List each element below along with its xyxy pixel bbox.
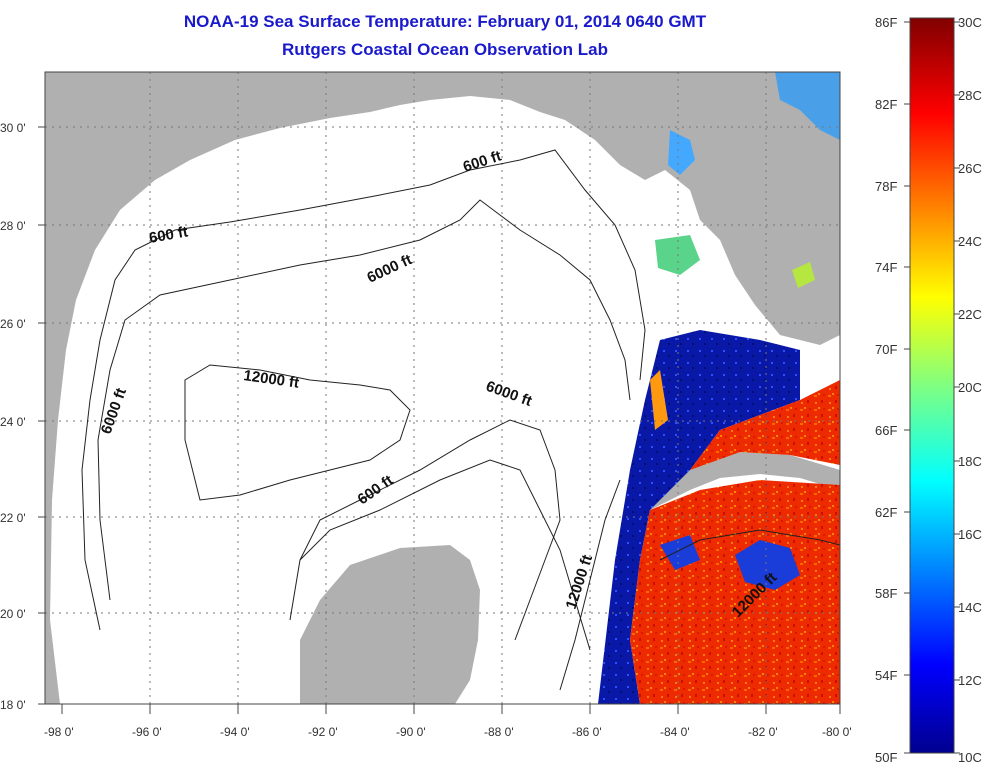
lat-label: 20 0' [0, 607, 26, 621]
colorbar-c-label: 10C [958, 750, 982, 765]
swath-cold-region [598, 330, 800, 704]
axis-ticks [38, 126, 841, 714]
lon-label: -82 0' [748, 725, 778, 739]
swath-blue-patch [735, 540, 800, 590]
swath-east-coast [775, 72, 840, 140]
map-subtitle: Rutgers Coastal Ocean Observation Lab [282, 40, 608, 59]
colorbar-f-label: 78F [875, 179, 897, 194]
swath-cyan-patch [668, 130, 695, 175]
colorbar-c-label: 22C [958, 307, 982, 322]
contour-label: 600 ft [148, 223, 190, 247]
swath-warm-region [630, 480, 840, 704]
swath-orange-strip [650, 370, 668, 430]
lon-label: -92 0' [308, 725, 338, 739]
colorbar-f-label: 66F [875, 423, 897, 438]
lat-label: 28 0' [0, 219, 26, 233]
lon-label: -90 0' [396, 725, 426, 739]
swath-yellow-patch [792, 262, 815, 288]
map-plot-area: 600 ft 600 ft 6000 ft 12000 ft 6000 ft 6… [45, 72, 840, 704]
colorbar-c-label: 14C [958, 600, 982, 615]
colorbar-f-label: 82F [875, 97, 897, 112]
lon-label: -80 0' [822, 725, 852, 739]
contour-cuba-east [659, 529, 840, 561]
lat-label: 22 0' [0, 511, 26, 525]
colorbar-f-label: 50F [875, 750, 897, 765]
swath-warm-straits [690, 380, 840, 470]
colorbar-c-label: 18C [958, 454, 982, 469]
cuba [630, 452, 840, 515]
colorbar-f-label: 54F [875, 668, 897, 683]
colorbar-c-label: 16C [958, 527, 982, 542]
contour-12000ft-east [559, 479, 621, 691]
contour-600ft-south [289, 459, 591, 651]
colorbar-f-label: 58F [875, 586, 897, 601]
satellite-swath [598, 72, 840, 704]
colorbar-f-label: 86F [875, 15, 897, 30]
lat-label: 24 0' [0, 415, 26, 429]
colorbar-c-label: 12C [958, 673, 982, 688]
longitude-labels: -98 0' -96 0' -94 0' -92 0' -90 0' -88 0… [44, 725, 852, 739]
colorbar-f-label: 62F [875, 505, 897, 520]
colorbar-c-label: 26C [958, 161, 982, 176]
colorbar-gradient [909, 17, 955, 754]
lat-label: 18 0' [0, 698, 26, 712]
contour-6000ft-south [299, 419, 561, 641]
lon-label: -94 0' [220, 725, 250, 739]
colorbar: 86F 82F 78F 74F 70F 66F 62F 58F 54F 50F … [875, 15, 982, 765]
lon-label: -96 0' [132, 725, 162, 739]
lat-label: 26 0' [0, 317, 26, 331]
colorbar-c-label: 20C [958, 380, 982, 395]
lat-label: 30 0' [0, 121, 26, 135]
contour-12000ft [184, 364, 411, 501]
contour-6000ft [97, 199, 631, 601]
map-frame [44, 71, 841, 705]
yucatan-peninsula [300, 545, 480, 704]
map-title: NOAA-19 Sea Surface Temperature: Februar… [183, 12, 707, 31]
colorbar-f-label: 70F [875, 342, 897, 357]
colorbar-f-label: 74F [875, 260, 897, 275]
colorbar-c-label: 30C [958, 15, 982, 30]
lon-label: -86 0' [572, 725, 602, 739]
contour-600ft [81, 149, 646, 631]
latitude-labels: 18 0' 20 0' 22 0' 24 0' 26 0' 28 0' 30 0… [0, 121, 26, 712]
lon-label: -98 0' [44, 725, 74, 739]
lon-label: -88 0' [484, 725, 514, 739]
map-gridlines [45, 72, 840, 704]
lon-label: -84 0' [660, 725, 690, 739]
bathymetry-contours [81, 149, 840, 691]
colorbar-c-label: 24C [958, 234, 982, 249]
colorbar-c-label: 28C [958, 88, 982, 103]
swath-blue-patch-2 [660, 535, 700, 570]
